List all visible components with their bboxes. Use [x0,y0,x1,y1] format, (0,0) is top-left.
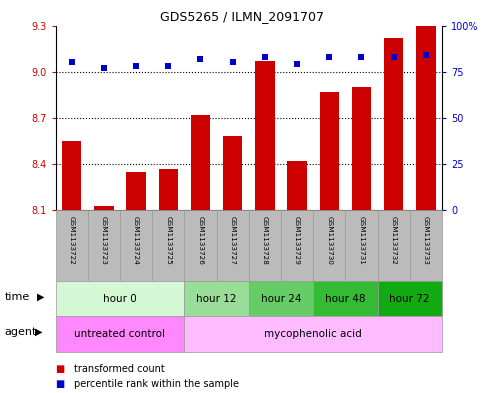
Text: ▶: ▶ [35,327,43,337]
Text: ■: ■ [56,364,65,374]
Text: ■: ■ [56,379,65,389]
Bar [94,206,114,210]
Bar [223,136,242,210]
Text: GDS5265 / ILMN_2091707: GDS5265 / ILMN_2091707 [159,10,324,23]
Text: GSM1133730: GSM1133730 [326,216,332,265]
Text: time: time [5,292,30,302]
Bar [56,210,88,281]
Text: hour 24: hour 24 [261,294,301,304]
Text: transformed count: transformed count [74,364,165,374]
Bar [56,281,185,316]
Bar [287,161,307,210]
Text: GSM1133731: GSM1133731 [358,216,365,265]
Bar [249,210,281,281]
Text: hour 72: hour 72 [389,294,430,304]
Text: percentile rank within the sample: percentile rank within the sample [74,379,239,389]
Bar [345,210,378,281]
Bar [378,281,442,316]
Bar [120,210,152,281]
Text: GSM1133733: GSM1133733 [423,216,429,265]
Text: GSM1133724: GSM1133724 [133,216,139,265]
Text: hour 0: hour 0 [103,294,137,304]
Bar [158,169,178,210]
Bar [152,210,185,281]
Text: GSM1133727: GSM1133727 [229,216,236,265]
Bar [185,281,249,316]
Bar [185,316,442,352]
Text: GSM1133726: GSM1133726 [198,216,203,265]
Bar [249,281,313,316]
Bar [216,210,249,281]
Text: untreated control: untreated control [74,329,166,339]
Bar [313,281,378,316]
Text: GSM1133722: GSM1133722 [69,216,75,265]
Bar [384,38,403,210]
Text: mycophenolic acid: mycophenolic acid [264,329,362,339]
Bar [320,92,339,210]
Bar [127,172,146,210]
Bar [56,316,185,352]
Bar [410,210,442,281]
Bar [88,210,120,281]
Text: GSM1133723: GSM1133723 [101,216,107,265]
Text: GSM1133725: GSM1133725 [165,216,171,265]
Bar [62,141,81,210]
Bar [378,210,410,281]
Bar [255,61,274,210]
Bar [313,210,345,281]
Text: GSM1133732: GSM1133732 [391,216,397,265]
Text: ▶: ▶ [37,292,45,302]
Bar [191,115,210,210]
Bar [185,210,216,281]
Text: GSM1133728: GSM1133728 [262,216,268,265]
Text: agent: agent [5,327,37,337]
Bar [281,210,313,281]
Text: hour 12: hour 12 [196,294,237,304]
Text: GSM1133729: GSM1133729 [294,216,300,265]
Bar [416,26,436,210]
Bar [352,87,371,210]
Text: hour 48: hour 48 [325,294,366,304]
